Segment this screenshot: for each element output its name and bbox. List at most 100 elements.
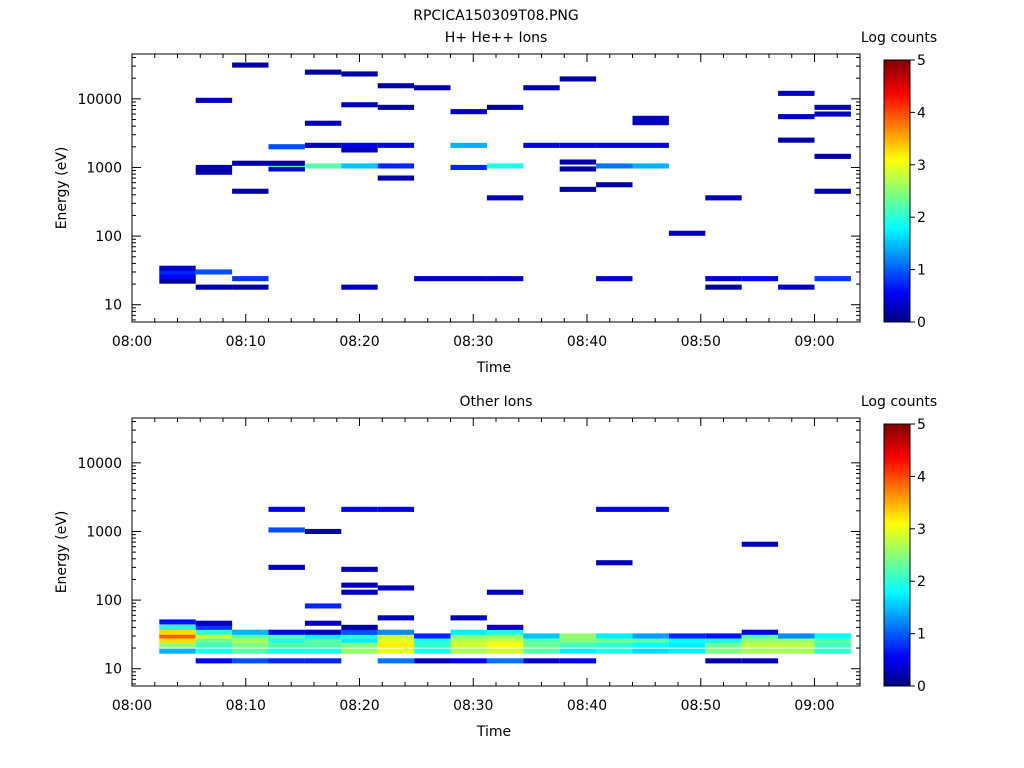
heatmap-cell: [450, 276, 487, 282]
heatmap-cell: [341, 71, 378, 77]
heatmap-cell: [414, 637, 451, 643]
heatmap-cell: [486, 637, 524, 643]
heatmap-cell: [159, 265, 196, 271]
heatmap-cell: [778, 284, 815, 290]
heatmap-cell: [596, 182, 633, 188]
heatmap-cell: [414, 658, 451, 664]
heatmap-cell: [705, 276, 742, 282]
heatmap-cell: [486, 195, 524, 201]
heatmap-cell: [159, 273, 196, 279]
heatmap-cell: [741, 642, 779, 648]
heatmap-cell: [268, 642, 305, 648]
x-tick-label: 08:50: [681, 334, 721, 350]
heatmap-cell: [741, 629, 779, 635]
colorbar-label: Log counts: [861, 30, 937, 46]
heatmap-cell: [814, 111, 851, 117]
heatmap-cell: [778, 90, 815, 96]
heatmap-cells: [159, 506, 851, 664]
y-tick-label: 10: [104, 662, 122, 678]
colorbar-gradient: [883, 423, 911, 687]
heatmap-cell: [596, 276, 633, 282]
heatmap-cell: [268, 506, 305, 512]
heatmap-cell: [450, 615, 487, 621]
colorbar-tick-label: 2: [917, 574, 926, 590]
heatmap-cell: [268, 527, 305, 533]
heatmap-cell: [559, 186, 597, 192]
heatmap-cell: [668, 642, 706, 648]
colorbar: 0 1 2 3 4 5 Log counts: [861, 394, 937, 695]
heatmap-cell: [486, 624, 524, 630]
heatmap-cell: [195, 642, 233, 648]
heatmap-cell: [341, 163, 378, 169]
heatmap-cell: [450, 142, 487, 148]
heatmap-cell: [195, 637, 233, 643]
heatmap-cell: [377, 175, 415, 181]
heatmap-cell: [705, 642, 742, 648]
heatmap-cell: [304, 637, 342, 643]
heatmap-cell: [486, 648, 524, 654]
heatmap-cell: [814, 642, 851, 648]
heatmap-cell: [705, 658, 742, 664]
y-tick-label: 10: [104, 298, 122, 314]
figure-title: RPCICA150309T08.PNG: [413, 8, 578, 24]
heatmap-cell: [341, 642, 378, 648]
x-tick-label: 08:20: [339, 334, 379, 350]
colorbar-label: Log counts: [861, 394, 937, 410]
x-tick-label: 09:00: [794, 334, 834, 350]
heatmap-cell: [814, 633, 851, 639]
heatmap-cell: [232, 658, 269, 664]
heatmap-cell: [486, 104, 524, 110]
heatmap-cell: [341, 637, 378, 643]
heatmap-cell: [268, 564, 305, 570]
heatmap-cell: [559, 142, 597, 148]
heatmap-cell: [559, 159, 597, 165]
heatmap-cell: [559, 637, 597, 643]
y-axis-label: Energy (eV): [54, 147, 70, 230]
heatmap-cell: [596, 560, 633, 566]
heatmap-cell: [304, 633, 342, 639]
heatmap-cell: [159, 624, 196, 630]
heatmap-cell: [195, 633, 233, 639]
heatmap-cell: [195, 284, 233, 290]
heatmap-cell: [486, 633, 524, 639]
heatmap-cell: [414, 276, 451, 282]
heatmap-cell: [741, 541, 779, 547]
heatmap-cell: [523, 648, 560, 654]
x-axis-label: Time: [476, 724, 511, 740]
heatmap-cell: [450, 637, 487, 643]
panel-h-he-ions: H+ He++ Ions 08:00 08:10 08:20 08:30 08:40 08:…: [54, 30, 937, 376]
heatmap-cell: [778, 642, 815, 648]
x-tick-label: 08:00: [112, 698, 152, 714]
heatmap-cell: [268, 658, 305, 664]
y-tick-label: 1000: [86, 160, 122, 176]
plot-frame: [131, 53, 861, 323]
heatmap-cell: [268, 166, 305, 172]
heatmap-cell: [705, 195, 742, 201]
heatmap-cell: [486, 163, 524, 169]
heatmap-cell: [195, 629, 233, 635]
heatmap-cell: [486, 589, 524, 595]
heatmap-cell: [341, 582, 378, 588]
heatmap-cell: [304, 163, 342, 169]
heatmap-cell: [195, 269, 233, 275]
heatmap-cell: [268, 629, 305, 635]
heatmap-cell: [741, 658, 779, 664]
heatmap-cell: [596, 648, 633, 654]
colorbar-tick-label: 3: [917, 158, 926, 174]
colorbar-tick-label: 5: [917, 53, 926, 69]
heatmap-cell: [304, 142, 342, 148]
heatmap-cell: [596, 163, 633, 169]
heatmap-cell: [232, 637, 269, 643]
heatmap-cell: [559, 633, 597, 639]
heatmap-cell: [778, 637, 815, 643]
colorbar-tick-label: 0: [917, 679, 926, 695]
heatmap-cell: [450, 648, 487, 654]
heatmap-cell: [596, 142, 633, 148]
x-tick-label: 08:10: [226, 698, 266, 714]
heatmap-cell: [377, 585, 415, 591]
heatmap-cell: [377, 104, 415, 110]
heatmap-cell: [814, 104, 851, 110]
panel-other-ions: Other Ions 08:00 08:10 08:20 08:30 08:40 08:50…: [54, 394, 937, 740]
heatmap-cell: [304, 629, 342, 635]
